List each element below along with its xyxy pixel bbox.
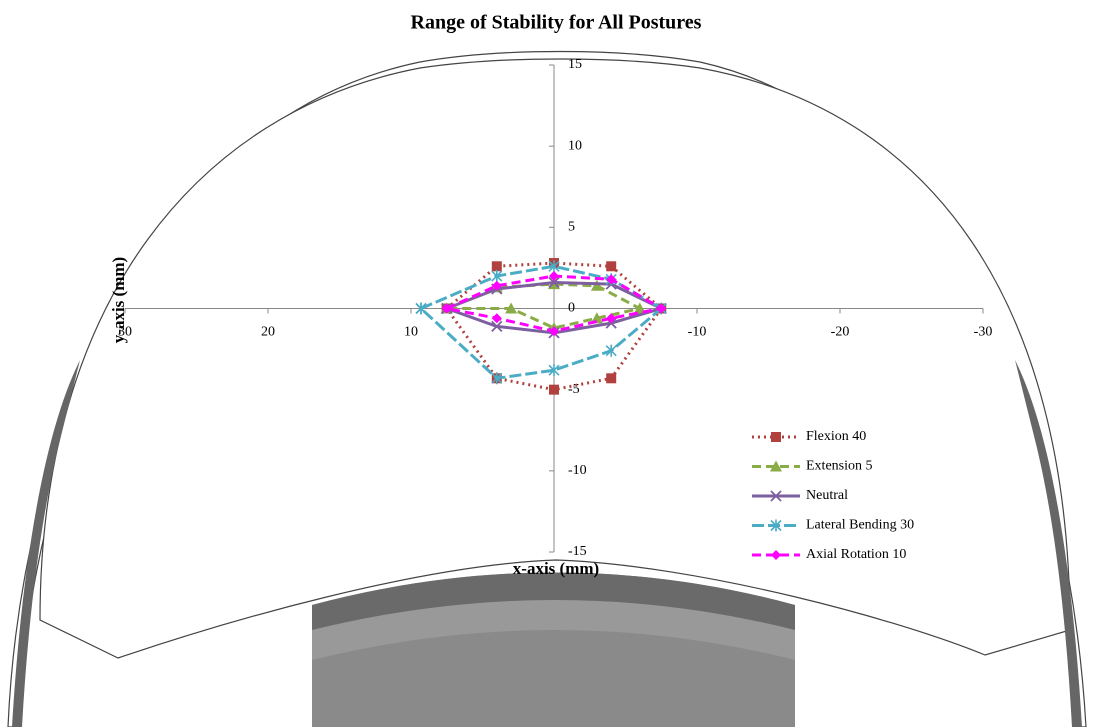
legend-label: Neutral: [806, 488, 848, 503]
marker: [549, 271, 559, 282]
y-tick-label: 0: [568, 301, 575, 316]
marker: [606, 373, 617, 384]
marker: [548, 276, 560, 289]
marker: [491, 313, 502, 324]
disc-band: [312, 572, 795, 630]
right-cortex: [1015, 360, 1082, 727]
y-tick-label: 5: [568, 220, 575, 235]
x-tick-label: 10: [404, 325, 418, 340]
marker: [505, 302, 518, 314]
marker: [491, 280, 502, 291]
marker: [770, 460, 782, 472]
marker: [771, 550, 781, 560]
legend-label: Extension 5: [806, 459, 873, 474]
legend-label: Flexion 40: [806, 429, 866, 444]
y-tick-label: -15: [568, 544, 587, 559]
marker: [770, 490, 782, 502]
disc-lower: [312, 630, 795, 727]
x-axis-title: x-axis (mm): [513, 559, 599, 578]
x-tick-label: -30: [974, 325, 993, 340]
marker: [605, 344, 617, 357]
y-tick-label: -10: [568, 463, 587, 478]
legend-label: Axial Rotation 10: [806, 547, 906, 562]
marker: [491, 261, 502, 272]
marker: [606, 313, 617, 324]
marker: [590, 312, 603, 324]
marker: [590, 279, 603, 291]
y-tick-label: 10: [568, 138, 582, 153]
marker: [606, 274, 617, 285]
series-line: [445, 261, 664, 392]
marker: [441, 303, 452, 314]
left-cortex: [12, 360, 80, 727]
marker: [491, 270, 503, 283]
y-tick-label: 15: [568, 57, 582, 72]
marker: [548, 364, 560, 377]
y-axis-title: y-axis (mm): [109, 257, 128, 343]
marker: [549, 326, 559, 337]
x-tick-label: 30: [118, 325, 132, 340]
marker: [491, 320, 503, 332]
marker: [656, 303, 667, 314]
marker: [606, 261, 617, 272]
marker: [549, 384, 559, 395]
x-tick-label: 20: [261, 325, 275, 340]
marker: [491, 372, 503, 385]
x-tick-label: -10: [688, 325, 707, 340]
chart-title: Range of Stability for All Postures: [411, 12, 702, 34]
inner-outline: [39, 58, 1071, 659]
y-tick-label: -5: [568, 382, 580, 397]
marker: [770, 519, 782, 532]
x-tick-label: -20: [831, 325, 850, 340]
marker: [548, 260, 560, 273]
legend-label: Lateral Bending 30: [806, 518, 914, 533]
marker: [415, 302, 427, 315]
marker: [771, 432, 781, 442]
